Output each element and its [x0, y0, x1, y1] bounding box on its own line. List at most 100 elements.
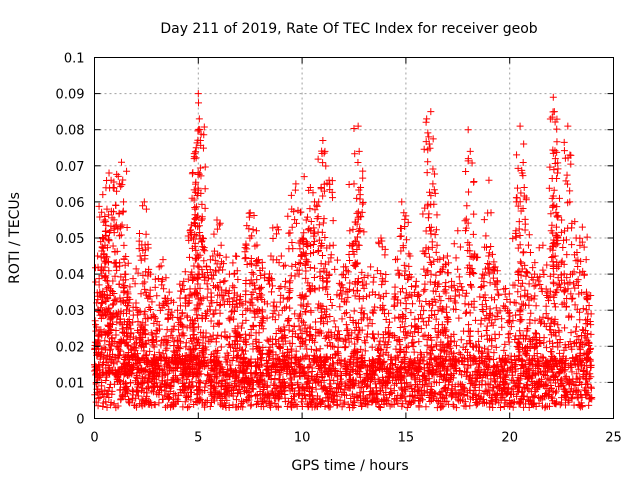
data-point: [549, 278, 557, 286]
data-point: [568, 368, 576, 376]
data-point: [97, 352, 105, 360]
data-point: [98, 331, 106, 339]
data-point: [351, 292, 359, 300]
data-point: [168, 308, 176, 316]
data-point: [212, 334, 220, 342]
data-point: [269, 234, 277, 242]
data-point: [286, 374, 294, 382]
data-point: [202, 329, 210, 337]
data-point: [270, 298, 278, 306]
data-point: [417, 356, 425, 364]
data-point: [117, 395, 125, 403]
data-point: [118, 181, 126, 189]
data-point: [514, 276, 522, 284]
data-point: [423, 360, 431, 368]
data-point: [485, 270, 493, 278]
data-point: [264, 277, 272, 285]
data-point: [522, 350, 530, 358]
data-point: [306, 324, 314, 332]
data-point: [122, 379, 130, 387]
data-point: [534, 360, 542, 368]
data-point: [353, 358, 361, 366]
data-point: [311, 264, 319, 272]
data-point: [516, 397, 524, 405]
data-point: [350, 402, 358, 410]
data-point: [304, 279, 312, 287]
data-point: [558, 379, 566, 387]
data-point: [269, 282, 277, 290]
data-point: [122, 306, 130, 314]
data-point: [420, 387, 428, 395]
data-point: [394, 296, 402, 304]
data-point: [160, 365, 168, 373]
data-point: [400, 347, 408, 355]
data-point: [170, 347, 178, 355]
data-point: [529, 361, 537, 369]
data-point: [526, 316, 534, 324]
data-point: [573, 370, 581, 378]
data-point: [519, 362, 527, 370]
data-point: [169, 376, 177, 384]
data-point: [420, 250, 428, 258]
data-point: [474, 327, 482, 335]
data-point: [101, 386, 109, 394]
data-point: [474, 347, 482, 355]
data-point: [141, 330, 149, 338]
data-point: [319, 302, 327, 310]
data-point: [510, 398, 518, 406]
data-point: [532, 330, 540, 338]
data-point: [310, 230, 318, 238]
data-point: [449, 305, 457, 313]
data-point: [535, 244, 543, 252]
data-point: [201, 204, 209, 212]
data-point: [378, 281, 386, 289]
data-point: [199, 339, 207, 347]
data-point: [436, 352, 444, 360]
data-point: [469, 343, 477, 351]
data-point: [358, 208, 366, 216]
data-point: [439, 340, 447, 348]
data-point: [496, 385, 504, 393]
data-point: [225, 401, 233, 409]
data-point: [498, 315, 506, 323]
data-point: [128, 351, 136, 359]
data-point: [420, 353, 428, 361]
data-point: [550, 166, 558, 174]
data-point: [380, 293, 388, 301]
data-point: [445, 378, 453, 386]
data-point: [574, 394, 582, 402]
data-point: [213, 260, 221, 268]
data-point: [476, 293, 484, 301]
data-point: [94, 252, 102, 260]
data-point: [212, 268, 220, 276]
data-point: [392, 256, 400, 264]
data-point: [406, 392, 414, 400]
data-point: [424, 361, 432, 369]
data-point: [504, 389, 512, 397]
data-point: [173, 364, 181, 372]
data-point: [142, 315, 150, 323]
data-point: [488, 400, 496, 408]
data-point: [191, 203, 199, 211]
data-point: [198, 237, 206, 245]
data-point: [325, 383, 333, 391]
data-point: [188, 368, 196, 376]
data-point: [382, 384, 390, 392]
data-point: [249, 270, 257, 278]
data-point: [468, 265, 476, 273]
data-point: [271, 374, 279, 382]
data-point: [443, 367, 451, 375]
data-point: [486, 309, 494, 317]
data-point: [331, 367, 339, 375]
data-point: [94, 305, 102, 313]
data-point: [163, 402, 171, 410]
data-point: [186, 379, 194, 387]
data-point: [108, 390, 116, 398]
data-point: [313, 215, 321, 223]
data-point: [242, 338, 250, 346]
data-point: [465, 321, 473, 329]
data-point: [462, 368, 470, 376]
data-point: [102, 184, 110, 192]
data-point: [355, 293, 363, 301]
